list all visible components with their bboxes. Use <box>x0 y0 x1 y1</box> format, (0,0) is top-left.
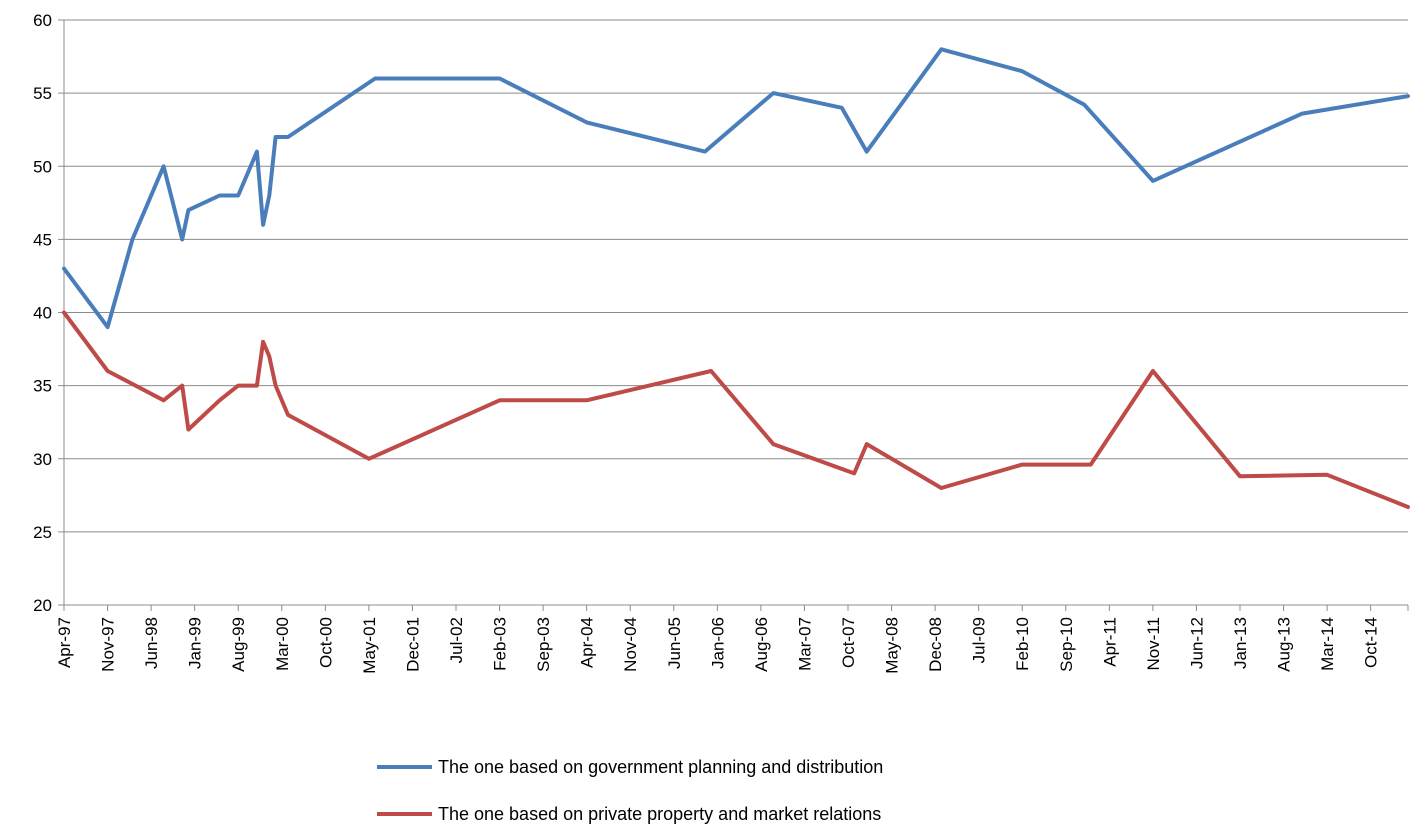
x-tick-label: Feb-03 <box>491 617 510 671</box>
x-tick-label: Mar-07 <box>795 617 814 671</box>
x-tick-label: Mar-14 <box>1318 617 1337 671</box>
x-tick-label: Apr-11 <box>1100 617 1119 667</box>
x-tick-label: Jun-98 <box>142 617 161 669</box>
y-tick-label: 40 <box>33 304 52 323</box>
x-tick-label: Jul-09 <box>970 617 989 663</box>
x-tick-label: Sep-03 <box>534 617 553 672</box>
x-tick-label: Jun-12 <box>1187 617 1206 669</box>
x-tick-label: Jan-99 <box>186 617 205 669</box>
x-tick-label: Aug-13 <box>1275 617 1294 672</box>
y-tick-label: 55 <box>33 84 52 103</box>
series-line-1 <box>62 47 1410 330</box>
x-tick-label: Nov-97 <box>99 617 118 672</box>
x-tick-label: Nov-11 <box>1144 617 1163 671</box>
legend: The one based on government planning and… <box>377 757 883 824</box>
legend-label-1: The one based on government planning and… <box>438 757 883 777</box>
y-tick-label: 50 <box>33 157 52 176</box>
y-tick-label: 30 <box>33 450 52 469</box>
x-tick-label: Dec-08 <box>926 617 945 672</box>
x-tick-label: Aug-06 <box>752 617 771 672</box>
x-tick-label: Jan-13 <box>1231 617 1250 669</box>
x-tick-label: Aug-99 <box>229 617 248 672</box>
x-axis: Apr-97 Nov-97 Jun-98 Jan-99 Aug-99 Mar-00 Oct-… <box>55 604 1409 674</box>
x-tick-label: Oct-14 <box>1362 617 1381 668</box>
x-tick-label: Jul-02 <box>447 617 466 663</box>
x-tick-label: Jun-05 <box>665 617 684 669</box>
legend-label-2: The one based on private property and ma… <box>438 804 881 824</box>
y-tick-label: 20 <box>33 596 52 615</box>
y-axis: 20 25 30 35 40 45 50 55 60 <box>33 11 65 615</box>
x-tick-label: Dec-01 <box>403 617 422 672</box>
x-tick-label: Feb-10 <box>1013 617 1032 671</box>
x-tick-label: Apr-04 <box>578 617 597 668</box>
x-tick-label: May-08 <box>883 617 902 674</box>
x-tick-label: Oct-00 <box>316 617 335 668</box>
gridlines <box>64 19 1408 533</box>
series-lines <box>62 47 1410 509</box>
x-tick-label: Jan-06 <box>708 617 727 669</box>
series-line-2 <box>62 310 1410 509</box>
x-tick-label: Apr-97 <box>55 617 74 668</box>
y-tick-label: 45 <box>33 230 52 249</box>
x-tick-label: Nov-04 <box>621 617 640 672</box>
x-tick-label: Sep-10 <box>1057 617 1076 672</box>
x-tick-label: May-01 <box>360 617 379 674</box>
y-tick-label: 60 <box>33 11 52 30</box>
y-tick-label: 25 <box>33 523 52 542</box>
y-tick-label: 35 <box>33 377 52 396</box>
x-tick-label: Oct-07 <box>839 617 858 668</box>
x-tick-label: Mar-00 <box>273 617 292 671</box>
